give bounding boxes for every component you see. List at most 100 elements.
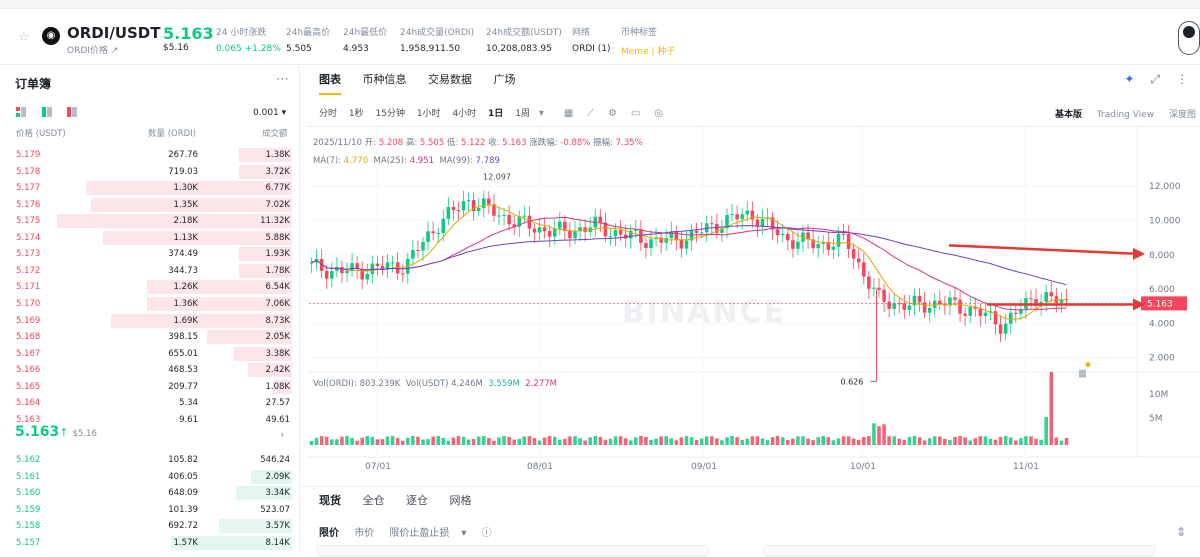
bid-row[interactable]: 5.161 406.05 2.09K <box>0 469 300 485</box>
calendar-icon[interactable]: ▦ <box>563 108 574 119</box>
ai-sparkle-icon[interactable]: ✦ <box>1124 72 1135 86</box>
more-icon[interactable]: ⋮ <box>1176 72 1188 86</box>
interval-4h[interactable]: 4小时 <box>452 109 477 119</box>
interval-1w[interactable]: 1周 <box>515 109 530 119</box>
sell-price-input[interactable] <box>763 545 1155 557</box>
tab-coin-info[interactable]: 币种信息 <box>362 73 407 86</box>
order-type-stop-limit[interactable]: 限价止盈止损 <box>389 528 450 539</box>
tab-spot[interactable]: 现货 <box>319 494 341 507</box>
view-both-icon[interactable] <box>16 107 26 117</box>
stat-label: 网络 <box>572 28 591 38</box>
chevron-right-icon[interactable]: › <box>280 428 285 441</box>
candle-body <box>993 311 998 325</box>
layout-icon[interactable]: ▭ <box>630 108 641 119</box>
info-icon[interactable]: ⓘ <box>481 528 492 539</box>
ask-row[interactable]: 5.163 9.61 49.61 <box>0 412 300 428</box>
ask-row[interactable]: 5.176 1.35K 7.02K <box>0 197 300 213</box>
more-icon[interactable]: ⋯ <box>276 72 289 87</box>
bid-row[interactable]: 5.157 1.57K 8.14K <box>0 535 300 551</box>
ask-row[interactable]: 5.165 209.77 1.08K <box>0 379 300 395</box>
candle-body <box>476 207 481 211</box>
ask-row[interactable]: 5.167 655.01 3.38K <box>0 346 300 362</box>
row-qty: 5.34 <box>179 398 198 409</box>
candle-body <box>780 233 785 236</box>
chevron-down-icon[interactable]: ▾ <box>461 528 467 539</box>
candle-body <box>862 262 866 277</box>
interval-1s[interactable]: 1秒 <box>348 109 364 119</box>
stat-network[interactable]: 网络 ORDI (1) <box>572 25 611 54</box>
stat-24h-change: 24 小时涨跌 0.065 +1.28% <box>216 25 281 54</box>
candle-body <box>882 289 886 302</box>
interval-1d[interactable]: 1日 <box>488 109 504 119</box>
favorite-star-icon[interactable]: ☆ <box>18 30 30 45</box>
order-type-market[interactable]: 市价 <box>354 528 375 539</box>
volume-bar <box>912 436 917 445</box>
chevron-down-icon[interactable]: ▾ <box>538 108 544 119</box>
view-tradingview[interactable]: Trading View <box>1096 110 1155 120</box>
scale-icon[interactable]: ⇕ <box>1175 525 1186 539</box>
candle-body <box>664 238 668 243</box>
candle-body <box>775 229 780 236</box>
pair-symbol[interactable]: ORDI/USDT <box>67 24 161 42</box>
precision-select[interactable]: 0.001 ▾ <box>253 108 287 118</box>
ask-row[interactable]: 5.172 344.73 1.78K <box>0 263 300 279</box>
candle-body <box>537 227 542 233</box>
mid-price[interactable]: 5.163↑ $5.16 <box>15 424 97 440</box>
interval-time[interactable]: 分时 <box>319 109 338 119</box>
tab-trading-data[interactable]: 交易数据 <box>428 73 472 86</box>
volume-bar <box>968 440 972 445</box>
view-asks-icon[interactable] <box>67 107 77 117</box>
price-link[interactable]: ORDI价格 ↗ <box>67 46 119 56</box>
indicator-icon[interactable]: ⟋ <box>587 108 595 119</box>
ask-row[interactable]: 5.170 1.36K 7.06K <box>0 296 300 312</box>
volume-bar <box>963 437 967 445</box>
bid-row[interactable]: 5.159 101.39 523.07 <box>0 502 300 518</box>
tab-grid[interactable]: 网格 <box>449 494 472 507</box>
theme-toggle[interactable] <box>1178 21 1200 55</box>
tab-isolated[interactable]: 逐仓 <box>406 494 428 507</box>
view-bids-icon[interactable] <box>41 107 52 117</box>
row-qty: 406.05 <box>168 471 198 482</box>
candle-body <box>841 233 846 235</box>
candle-body <box>679 239 684 249</box>
row-price: 5.171 <box>16 282 41 293</box>
ask-row[interactable]: 5.171 1.26K 6.54K <box>0 279 300 295</box>
mid-price-usd: $5.16 <box>72 429 97 439</box>
volume-bar <box>882 424 886 445</box>
candlestick-chart[interactable]: BINANCE 12.000 10.000 8.000 6.000 4.000 2.000… <box>307 126 1200 539</box>
interval-1h[interactable]: 1小时 <box>416 109 441 119</box>
buy-price-input[interactable] <box>317 545 709 557</box>
candle-body <box>547 231 552 237</box>
expand-icon[interactable]: ⤢ <box>1150 72 1160 86</box>
bid-row[interactable]: 5.158 692.72 3.57K <box>0 518 300 534</box>
volume-bar <box>902 439 907 445</box>
ask-row[interactable]: 5.177 1.30K 6.77K <box>0 180 300 196</box>
bid-row[interactable]: 5.162 105.82 546.24 <box>0 452 300 468</box>
interval-15m[interactable]: 15分钟 <box>375 109 405 119</box>
view-depth[interactable]: 深度图 <box>1168 110 1196 120</box>
header-qty: 数量 (ORDI) <box>148 129 196 139</box>
ask-row[interactable]: 5.179 267.76 1.38K <box>0 147 300 163</box>
settings-sliders-icon[interactable]: ⚙ <box>608 108 617 119</box>
ask-row[interactable]: 5.175 2.18K 11.32K <box>0 213 300 229</box>
tab-chart[interactable]: 图表 <box>319 71 341 95</box>
volume-bar <box>831 440 836 445</box>
depth-bar <box>248 363 292 378</box>
target-icon[interactable]: ◎ <box>654 108 663 119</box>
ask-row[interactable]: 5.178 719.03 3.72K <box>0 164 300 180</box>
order-type-limit[interactable]: 限价 <box>319 528 339 539</box>
volume-bar <box>801 436 805 445</box>
ask-row[interactable]: 5.173 374.49 1.93K <box>0 246 300 262</box>
ask-row[interactable]: 5.166 468.53 2.42K <box>0 362 300 378</box>
ask-row[interactable]: 5.168 398.15 2.05K <box>0 329 300 345</box>
ask-row[interactable]: 5.174 1.13K 5.88K <box>0 230 300 246</box>
ask-row[interactable]: 5.164 5.34 27.57 <box>0 395 300 411</box>
bid-row[interactable]: 5.160 648.09 3.34K <box>0 485 300 501</box>
stat-token-tags[interactable]: 币种标签 Meme | 种子 <box>621 25 675 57</box>
candle-body <box>953 297 957 300</box>
ask-row[interactable]: 5.169 1.69K 8.73K <box>0 313 300 329</box>
tab-square[interactable]: 广场 <box>493 73 516 86</box>
view-basic[interactable]: 基本版 <box>1054 110 1082 120</box>
candle-body <box>370 263 375 274</box>
tab-cross[interactable]: 全仓 <box>362 494 385 507</box>
